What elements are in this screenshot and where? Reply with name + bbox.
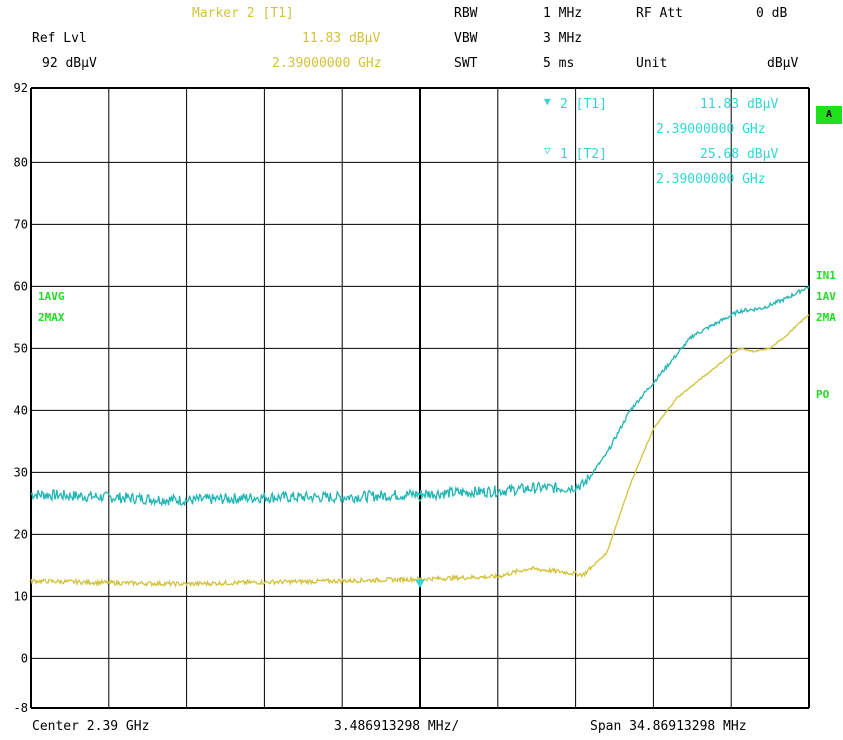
vbw-value: 3 MHz	[543, 31, 583, 46]
marker-frequency: 2.39000000 GHz	[272, 56, 382, 71]
swt-label: SWT	[454, 56, 478, 71]
trace-1avg-label: 1AVG	[38, 290, 65, 303]
marker-title: Marker 2 [T1]	[192, 6, 294, 21]
rf-att-label: RF Att	[636, 6, 683, 21]
marker-1-frequency: 2.39000000 GHz	[656, 172, 766, 187]
y-tick-label: 0	[21, 651, 28, 665]
center-frequency: Center 2.39 GHz	[32, 719, 150, 734]
rbw-value: 1 MHz	[543, 6, 583, 21]
ref-level-value: 92 dBµV	[42, 56, 97, 71]
y-tick-label: 80	[14, 155, 28, 169]
ref-level-label: Ref Lvl	[32, 31, 87, 46]
trace-2ma-label: 2MA	[816, 311, 836, 324]
marker-2-level: 11.83 dBµV	[700, 97, 779, 112]
rbw-label: RBW	[454, 6, 478, 21]
unit-value: dBµV	[767, 56, 799, 71]
span-per-division: 3.486913298 MHz/	[334, 719, 460, 734]
marker-level: 11.83 dBµV	[302, 31, 381, 46]
marker-1-level: 25.68 dBµV	[700, 147, 779, 162]
marker-2-frequency: 2.39000000 GHz	[656, 122, 766, 137]
y-tick-label: 20	[14, 527, 28, 541]
swt-value: 5 ms	[543, 56, 575, 71]
marker-1-label: 1 [T2]	[560, 147, 607, 162]
y-tick-label: 70	[14, 217, 28, 231]
marker-2-point	[415, 579, 425, 589]
trace-1avg-line	[30, 314, 810, 588]
y-tick-label: 40	[14, 403, 28, 417]
marker-1-triangle-icon: ▽	[544, 144, 551, 157]
trace-1av-label: 1AV	[816, 290, 836, 303]
y-tick-labels: 92 80 70 60 50 40 30 20 10 0 -8	[14, 81, 28, 715]
span-total: Span 34.86913298 MHz	[590, 719, 747, 734]
y-tick-label: 92	[14, 81, 28, 95]
vbw-label: VBW	[454, 31, 478, 46]
plot-grid	[30, 87, 810, 709]
unit-label: Unit	[636, 56, 668, 71]
y-tick-label: 10	[14, 589, 28, 603]
input-1-label: IN1	[816, 269, 836, 282]
trace-a-badge: A	[816, 106, 842, 124]
y-tick-label: -8	[14, 701, 28, 715]
marker-2-label: 2 [T1]	[560, 97, 607, 112]
preamp-off-label: PO	[816, 388, 830, 401]
trace-2max-label: 2MAX	[38, 311, 65, 324]
y-tick-label: 50	[14, 341, 28, 355]
rf-att-value: 0 dB	[756, 6, 788, 21]
marker-1-point	[415, 493, 425, 503]
y-tick-label: 60	[14, 279, 28, 293]
y-tick-label: 30	[14, 465, 28, 479]
marker-2-triangle-icon: ▼	[544, 95, 551, 108]
marker-points	[415, 493, 425, 589]
